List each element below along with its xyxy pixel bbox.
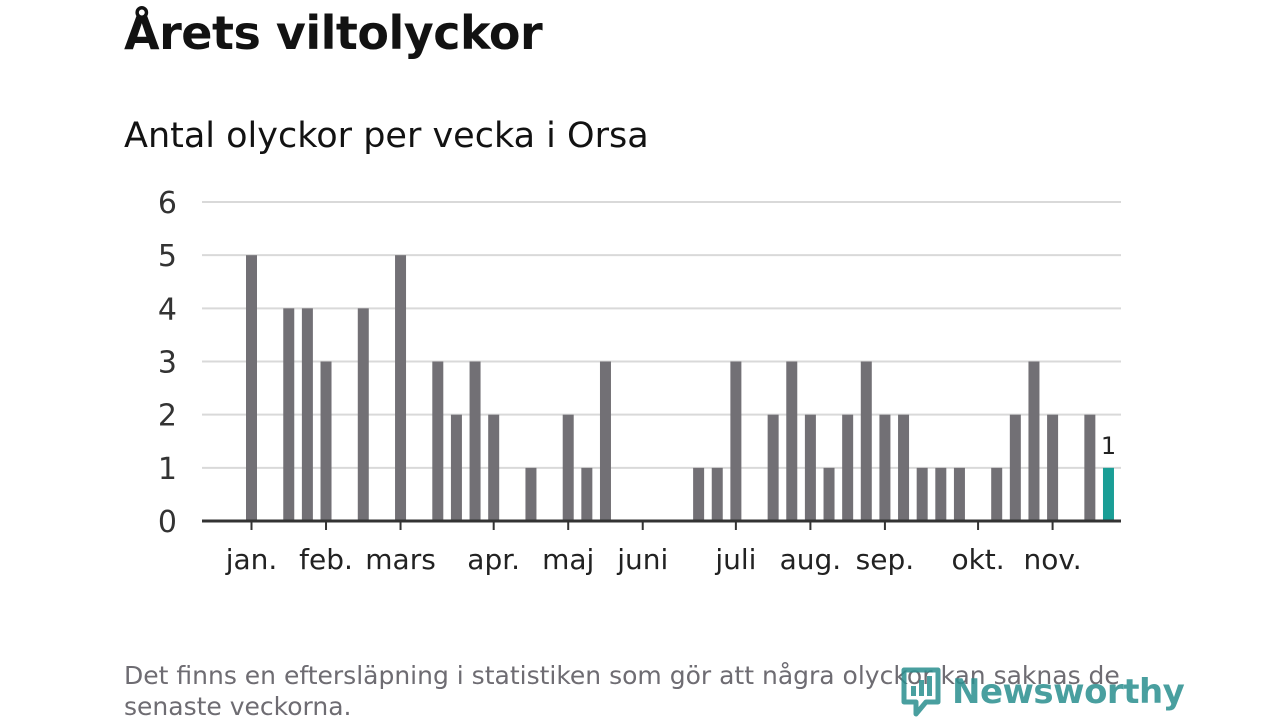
bar <box>581 467 593 521</box>
bar <box>1047 414 1059 521</box>
bar-highlighted <box>1102 467 1114 521</box>
bar <box>991 467 1003 521</box>
bar <box>786 361 798 521</box>
x-tick-label: mars <box>365 543 436 576</box>
x-axis: jan. feb. mars apr. maj juni juli aug. sep. okt. n… <box>202 519 1121 576</box>
data-labels: 1 <box>1101 432 1116 460</box>
y-tick-label: 1 <box>158 452 177 487</box>
bar <box>301 308 313 521</box>
x-tick-label: feb. <box>299 543 353 576</box>
newsworthy-logo: Newsworthy <box>900 666 1185 718</box>
bar <box>842 414 854 521</box>
footnote: Det finns en eftersläpning i statistiken… <box>124 661 1120 720</box>
x-tick-label: maj <box>542 543 594 576</box>
page-title: Årets viltolyckor <box>124 6 543 60</box>
x-tick-label: nov. <box>1023 543 1081 576</box>
x-tick-label: jan. <box>225 543 278 576</box>
gridlines <box>202 201 1121 469</box>
bar-chart: 0 1 2 3 4 5 6 jan. feb. mars apr. maj juni juli aug. s… <box>158 186 1121 576</box>
bar <box>1028 361 1040 521</box>
bar <box>804 414 816 521</box>
x-tick-label: okt. <box>951 543 1004 576</box>
bar <box>246 255 257 521</box>
newsworthy-logo-icon <box>901 667 941 717</box>
y-tick-label: 5 <box>158 239 177 274</box>
x-tick-label: apr. <box>467 543 520 576</box>
x-tick-label: juli <box>714 543 756 576</box>
bar <box>395 255 407 521</box>
bar <box>916 467 928 521</box>
y-tick-label: 2 <box>158 399 177 434</box>
bar <box>1084 414 1096 521</box>
y-tick-label: 6 <box>158 186 177 221</box>
x-tick-label: aug. <box>780 543 842 576</box>
chart-subtitle: Antal olyckor per vecka i Orsa <box>124 116 649 156</box>
bar <box>860 361 872 521</box>
bar <box>767 414 779 521</box>
bar <box>283 308 295 521</box>
x-tick-label: sep. <box>856 543 915 576</box>
bar <box>935 467 947 521</box>
bar <box>488 414 500 521</box>
bar <box>525 467 537 521</box>
y-tick-label: 3 <box>158 346 177 381</box>
bar <box>320 361 332 521</box>
bar <box>693 467 705 521</box>
highlight-value-label: 1 <box>1101 432 1116 460</box>
x-tick-label: juni <box>616 543 668 576</box>
bar <box>562 414 574 521</box>
bar <box>823 467 835 521</box>
bar <box>357 308 369 521</box>
newsworthy-logo-text: Newsworthy <box>952 672 1185 712</box>
bar <box>879 414 891 521</box>
bar <box>599 361 611 521</box>
bar <box>469 361 481 521</box>
bar <box>450 414 462 521</box>
y-tick-label: 0 <box>158 505 177 540</box>
bar <box>432 361 444 521</box>
y-tick-label: 4 <box>158 292 177 327</box>
bars <box>246 255 1114 521</box>
y-axis: 0 1 2 3 4 5 6 <box>158 186 177 540</box>
bar <box>730 361 742 521</box>
bar <box>898 414 910 521</box>
bar <box>711 467 723 521</box>
bar <box>1009 414 1021 521</box>
bar <box>953 467 965 521</box>
